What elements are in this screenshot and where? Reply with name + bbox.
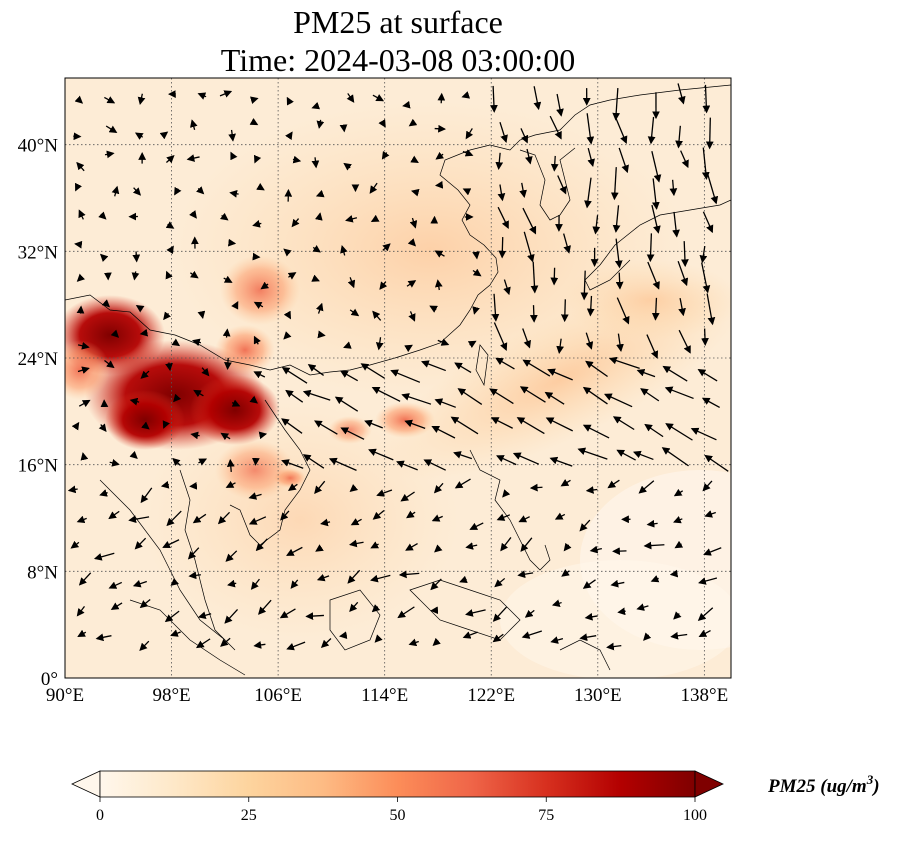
wind-arrow	[136, 251, 137, 261]
lat-tick-label: 40°N	[18, 136, 59, 157]
wind-arrow	[554, 156, 555, 170]
colorbar-extend-min	[72, 771, 100, 797]
colorbar-bar	[100, 771, 695, 797]
lon-tick-label: 138°E	[681, 685, 729, 706]
lon-tick-label: 130°E	[574, 685, 622, 706]
colorbar-tick-label: 75	[538, 807, 554, 824]
colorbar-tick-label: 50	[390, 807, 406, 824]
wind-arrow	[190, 486, 196, 487]
wind-arrow	[476, 253, 477, 258]
colorbar-extend-max	[695, 771, 723, 797]
wind-arrow	[554, 268, 555, 284]
colorbar-label: PM25 (ug/m3)	[767, 772, 880, 797]
wind-arrow	[534, 305, 535, 321]
colorbar-ticks: 0 25 50 75 100	[96, 797, 707, 824]
wind-arrow	[565, 299, 566, 321]
lat-tick-labels: 0° 8°N 16°N 24°N 32°N 40°N	[18, 136, 59, 690]
wind-arrow	[228, 358, 229, 369]
wind-arrow	[226, 330, 227, 338]
wind-arrow	[436, 185, 442, 186]
map-panel	[50, 78, 820, 680]
colorbar: 0 25 50 75 100 PM25 (ug/m3)	[72, 771, 880, 824]
wind-arrow	[531, 487, 542, 488]
wind-arrow	[435, 129, 445, 130]
wind-arrow	[75, 244, 81, 245]
wind-arrow	[83, 453, 84, 457]
lon-tick-label: 98°E	[152, 685, 190, 706]
wind-arrow	[80, 307, 81, 314]
colorbar-tick-label: 0	[96, 807, 104, 824]
lat-tick-label: 24°N	[18, 349, 59, 370]
lat-tick-label: 16°N	[18, 456, 59, 477]
lat-tick-label: 32°N	[18, 242, 59, 263]
wind-arrow	[344, 125, 345, 131]
map-title-line2: Time: 2024-03-08 03:00:00	[221, 42, 575, 78]
wind-arrow	[705, 329, 706, 345]
wind-arrow	[710, 118, 711, 148]
wind-arrow	[441, 94, 442, 103]
wind-arrow	[502, 237, 503, 257]
lon-tick-label: 114°E	[361, 685, 408, 706]
colorbar-tick-label: 25	[241, 807, 257, 824]
wind-arrow	[229, 243, 234, 244]
lat-tick-label: 8°N	[27, 562, 58, 583]
wind-arrow	[619, 273, 620, 289]
lon-tick-label: 122°E	[467, 685, 515, 706]
map-title-line1: PM25 at surface	[293, 4, 503, 40]
lon-tick-label: 106°E	[254, 685, 302, 706]
lat-tick-label: 0°	[41, 669, 58, 690]
colorbar-tick-label: 100	[683, 807, 707, 824]
